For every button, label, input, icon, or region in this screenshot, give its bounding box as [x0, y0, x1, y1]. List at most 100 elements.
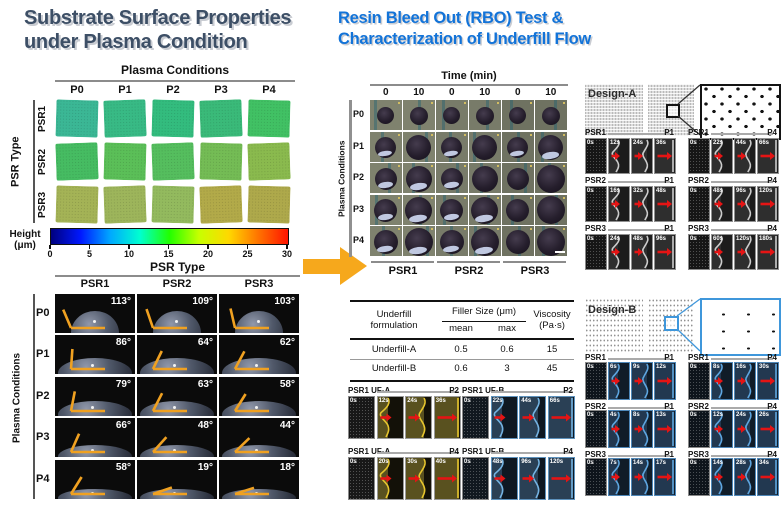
frame-time-label: 96s	[656, 236, 667, 242]
contact-angle-marker-icon	[69, 433, 105, 454]
resin-droplet	[377, 107, 395, 124]
resin-droplet	[374, 198, 398, 222]
flow-front-curve	[611, 459, 620, 495]
debris-speck	[397, 165, 400, 167]
flow-arrowhead-icon	[741, 377, 746, 385]
flow-frame-initial: 0s	[585, 234, 607, 270]
strip-condition-label: P4	[563, 447, 573, 456]
droplet-glint	[255, 363, 259, 367]
debris-speck	[529, 165, 532, 167]
contact-grid-header: PSR Type	[149, 260, 206, 274]
contact-angle-marker-icon	[233, 393, 269, 413]
droplet-glint	[91, 449, 95, 453]
flow-front-curve	[642, 411, 649, 447]
frame-time-label: 96s	[521, 459, 532, 465]
panel-transition-arrow-icon	[303, 259, 340, 274]
rbo-droplet-cell	[436, 100, 468, 130]
debris-speck	[562, 102, 565, 104]
flow-front-svg	[634, 187, 649, 221]
design-a-zoom-square	[666, 104, 680, 118]
flow-front-curve	[642, 187, 649, 221]
frame-time-label: 6s	[610, 364, 617, 370]
droplet-glint	[92, 319, 96, 323]
frame-time-label: 34s	[759, 460, 770, 466]
plasma-row-label: PSR1	[37, 105, 48, 132]
contact-angle-marker-icon	[69, 349, 105, 371]
flow-frame: 48s	[654, 186, 676, 222]
frame-time-label: 24s	[610, 236, 621, 242]
colorbar-tick	[167, 245, 170, 249]
design-psr-label: PSR2	[688, 176, 709, 185]
flow-front-curve	[745, 139, 752, 173]
colorbar-tick-label: 5	[86, 249, 92, 259]
frame-time-label: 40s	[435, 459, 446, 465]
right-panel-title: Resin Bleed Out (RBO) Test & Characteriz…	[338, 8, 591, 50]
colorbar-tick	[246, 245, 249, 249]
flow-front-svg	[737, 363, 752, 399]
left-panel-title: Substrate Surface Properties under Plasm…	[24, 6, 292, 54]
table-subheader-max: max	[498, 323, 516, 334]
plasma-sample-swatch	[151, 185, 195, 224]
droplet-glint	[91, 406, 95, 410]
underfill-table: Underfill formulation Filler Size (μm) m…	[350, 300, 574, 382]
plasma-row-label: PSR3	[37, 191, 48, 218]
flow-arrowhead-icon	[667, 425, 672, 433]
table-cell-visc: 45	[546, 363, 558, 374]
flow-frame: 13s	[654, 410, 676, 448]
rbo-droplet-cell	[403, 226, 435, 256]
droplet-glint	[174, 319, 178, 323]
strip-condition-label: P2	[563, 386, 573, 395]
contact-angle-marker-icon	[234, 437, 269, 454]
frame-time-label: 120s	[736, 236, 750, 242]
frame-time-label: 0s	[464, 459, 471, 465]
flow-frame-initial: 0s	[585, 458, 607, 496]
design-header-line	[608, 358, 670, 360]
resin-droplet	[509, 107, 527, 124]
design-psr-label: PSR3	[688, 224, 709, 233]
flow-front-svg	[657, 140, 674, 172]
design-psr-label: PSR3	[688, 450, 709, 459]
resin-droplet	[506, 198, 530, 222]
underfill-fillet	[443, 181, 459, 190]
rbo-droplet-cell	[502, 194, 534, 225]
flow-arrowhead-icon	[718, 248, 723, 256]
resin-droplet	[471, 165, 498, 192]
rbo-droplet-cell	[403, 163, 435, 193]
flow-frame: 7s	[608, 458, 630, 496]
resin-droplet	[374, 167, 397, 190]
droplet-glint	[173, 406, 177, 410]
resin-droplet	[536, 164, 565, 193]
flow-arrowhead-icon	[741, 248, 746, 256]
frame-time-label: 0s	[690, 140, 697, 146]
flow-arrowhead-icon	[741, 152, 746, 160]
left-title-line2: under Plasma Condition	[24, 31, 248, 53]
rbo-droplet-cell	[535, 131, 567, 162]
contact-angle-marker-icon	[145, 308, 187, 330]
contact-angle-marker-icon	[151, 392, 187, 413]
design-condition-label: P1	[664, 176, 674, 185]
resin-droplet	[536, 196, 565, 224]
table-cell-mean: 0.5	[454, 344, 468, 355]
flow-front-svg	[611, 363, 620, 399]
flow-front-curve	[532, 458, 541, 499]
strip-header-line	[490, 452, 573, 454]
contact-angle-marker-icon	[69, 390, 105, 413]
flow-frame: 36s	[433, 396, 461, 439]
scale-bar	[554, 250, 565, 253]
flow-frame: 14s	[711, 458, 733, 496]
strip-condition-label: P2	[449, 386, 459, 395]
flow-front-svg	[408, 458, 427, 499]
design-psr-label: PSR1	[688, 128, 709, 137]
plasma-header-underline	[55, 80, 295, 82]
droplet-glint	[173, 449, 177, 453]
flow-front-curve	[745, 363, 752, 399]
colorbar-tick	[286, 245, 288, 249]
contact-angle-cell: 63°	[137, 376, 217, 416]
frame-time-label: 0s	[587, 460, 594, 466]
frame-time-label: 12s	[713, 412, 724, 418]
flow-frame-initial: 0s	[688, 410, 710, 448]
colorbar-tick	[207, 245, 209, 249]
frame-time-label: 0s	[587, 188, 594, 194]
flow-front-curve	[714, 411, 723, 447]
